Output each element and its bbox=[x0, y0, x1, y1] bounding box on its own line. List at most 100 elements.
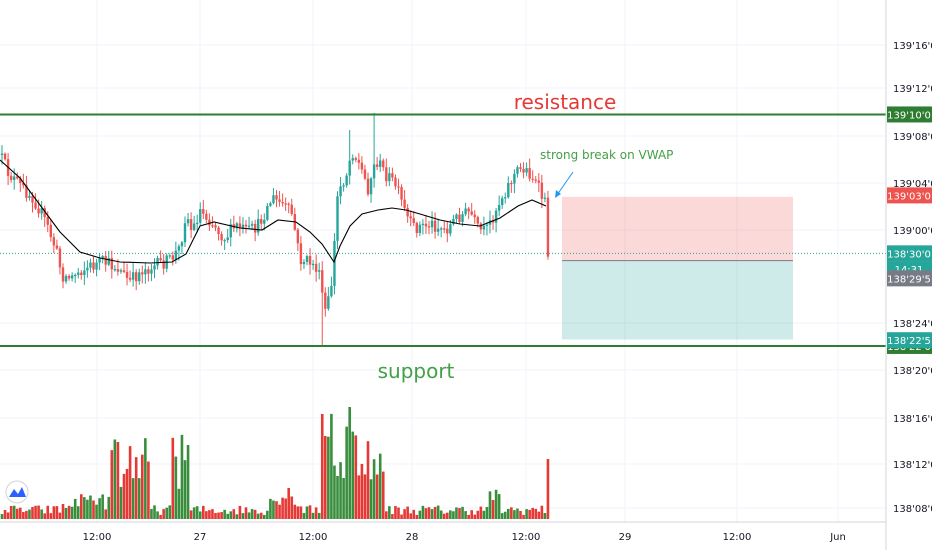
volume-bar bbox=[418, 510, 422, 519]
volume-bar bbox=[491, 500, 495, 519]
candle-body bbox=[516, 167, 519, 174]
candle-body bbox=[522, 168, 525, 173]
candle-body bbox=[391, 173, 394, 178]
volume-bar bbox=[92, 500, 95, 519]
volume-bar bbox=[348, 406, 351, 519]
candle-body bbox=[379, 160, 382, 167]
candle-body bbox=[226, 237, 229, 241]
volume-bar bbox=[156, 511, 159, 519]
volume-bar bbox=[342, 477, 345, 519]
volume-bar bbox=[397, 507, 400, 519]
candle-body bbox=[546, 197, 550, 257]
y-tick-label: 139'04'0 bbox=[893, 179, 932, 190]
volume-bar bbox=[202, 505, 205, 519]
candle-body bbox=[83, 270, 86, 276]
volume-bar bbox=[217, 512, 220, 519]
x-tick-label: Jun bbox=[829, 532, 846, 543]
candle-body bbox=[449, 224, 452, 234]
candle-body bbox=[308, 256, 312, 265]
volume-bar bbox=[80, 494, 83, 519]
candle-body bbox=[253, 223, 257, 233]
candle-body bbox=[138, 272, 141, 282]
candle-body bbox=[461, 214, 464, 222]
candle-body bbox=[430, 220, 434, 228]
volume-bar bbox=[394, 506, 397, 519]
candle-body bbox=[40, 208, 43, 214]
volume-bar bbox=[153, 505, 156, 519]
volume-bar bbox=[284, 498, 287, 519]
candle-body bbox=[125, 271, 129, 278]
price-tag bbox=[887, 332, 932, 349]
candle-body bbox=[470, 211, 473, 215]
volume-bar bbox=[436, 505, 440, 519]
volume-bar bbox=[250, 509, 254, 519]
volume-bar bbox=[467, 514, 470, 519]
candle-body bbox=[144, 269, 147, 275]
volume-bar bbox=[360, 463, 364, 519]
candle-body bbox=[403, 199, 406, 208]
resistance-price-tag bbox=[887, 106, 932, 123]
candle-body bbox=[436, 228, 440, 232]
volume-bar bbox=[70, 506, 74, 519]
candle-body bbox=[13, 176, 16, 180]
candle-body bbox=[339, 186, 342, 197]
volume-bar bbox=[378, 453, 382, 519]
x-tick-label: 27 bbox=[194, 532, 207, 543]
volume-bar bbox=[125, 468, 129, 519]
candle-body bbox=[110, 258, 113, 270]
y-tick-label: 139'08'0 bbox=[893, 132, 932, 143]
candle-body bbox=[336, 196, 339, 241]
candle-body bbox=[284, 203, 287, 205]
price-tag-text: 138'29'5 bbox=[887, 274, 931, 285]
candle-body bbox=[479, 223, 483, 230]
candle-body bbox=[159, 258, 162, 261]
candle-body bbox=[510, 182, 513, 185]
candle-body bbox=[473, 214, 476, 218]
candle-body bbox=[327, 296, 330, 309]
candle-body bbox=[330, 285, 333, 297]
candle-body bbox=[412, 218, 415, 223]
candle-body bbox=[324, 292, 327, 309]
volume-bar bbox=[421, 505, 425, 519]
volume-bar bbox=[241, 513, 245, 519]
candle-body bbox=[363, 169, 367, 179]
volume-bar bbox=[537, 511, 541, 519]
volume-bar bbox=[159, 514, 162, 519]
candle-body bbox=[55, 245, 59, 249]
candle-body bbox=[525, 168, 528, 173]
volume-bar bbox=[317, 512, 321, 519]
candle-body bbox=[156, 258, 159, 266]
volume-bar bbox=[25, 510, 28, 519]
candle-body bbox=[278, 199, 281, 202]
volume-bar bbox=[101, 494, 104, 519]
candle-body bbox=[3, 153, 7, 160]
volume-bar bbox=[513, 510, 516, 519]
volume-bar bbox=[403, 509, 406, 519]
volume-bar bbox=[180, 434, 184, 519]
candle-body bbox=[433, 220, 437, 232]
volume-bar bbox=[244, 507, 248, 519]
volume-bar bbox=[83, 497, 86, 519]
volume-bar bbox=[391, 514, 394, 519]
candle-body bbox=[241, 224, 245, 229]
candle-body bbox=[22, 183, 25, 186]
candle-body bbox=[92, 262, 95, 270]
candle-body bbox=[95, 262, 98, 270]
x-tick-label: 12:00 bbox=[723, 532, 752, 543]
y-tick-label: 138'08'0 bbox=[893, 504, 932, 515]
candle-body bbox=[299, 243, 303, 265]
candle-body bbox=[177, 246, 181, 251]
candle-body bbox=[491, 220, 495, 223]
volume-bar bbox=[189, 510, 193, 519]
y-tick-label: 138'20'0 bbox=[893, 366, 932, 377]
candle-body bbox=[257, 219, 260, 233]
volume-bar bbox=[37, 505, 40, 519]
volume-bar bbox=[205, 511, 208, 519]
candle-body bbox=[263, 219, 266, 224]
candle-body bbox=[281, 201, 284, 204]
y-tick-label: 138'12'0 bbox=[893, 460, 932, 471]
candle-body bbox=[104, 256, 107, 265]
candle-body bbox=[287, 203, 290, 205]
volume-bar bbox=[3, 509, 7, 519]
